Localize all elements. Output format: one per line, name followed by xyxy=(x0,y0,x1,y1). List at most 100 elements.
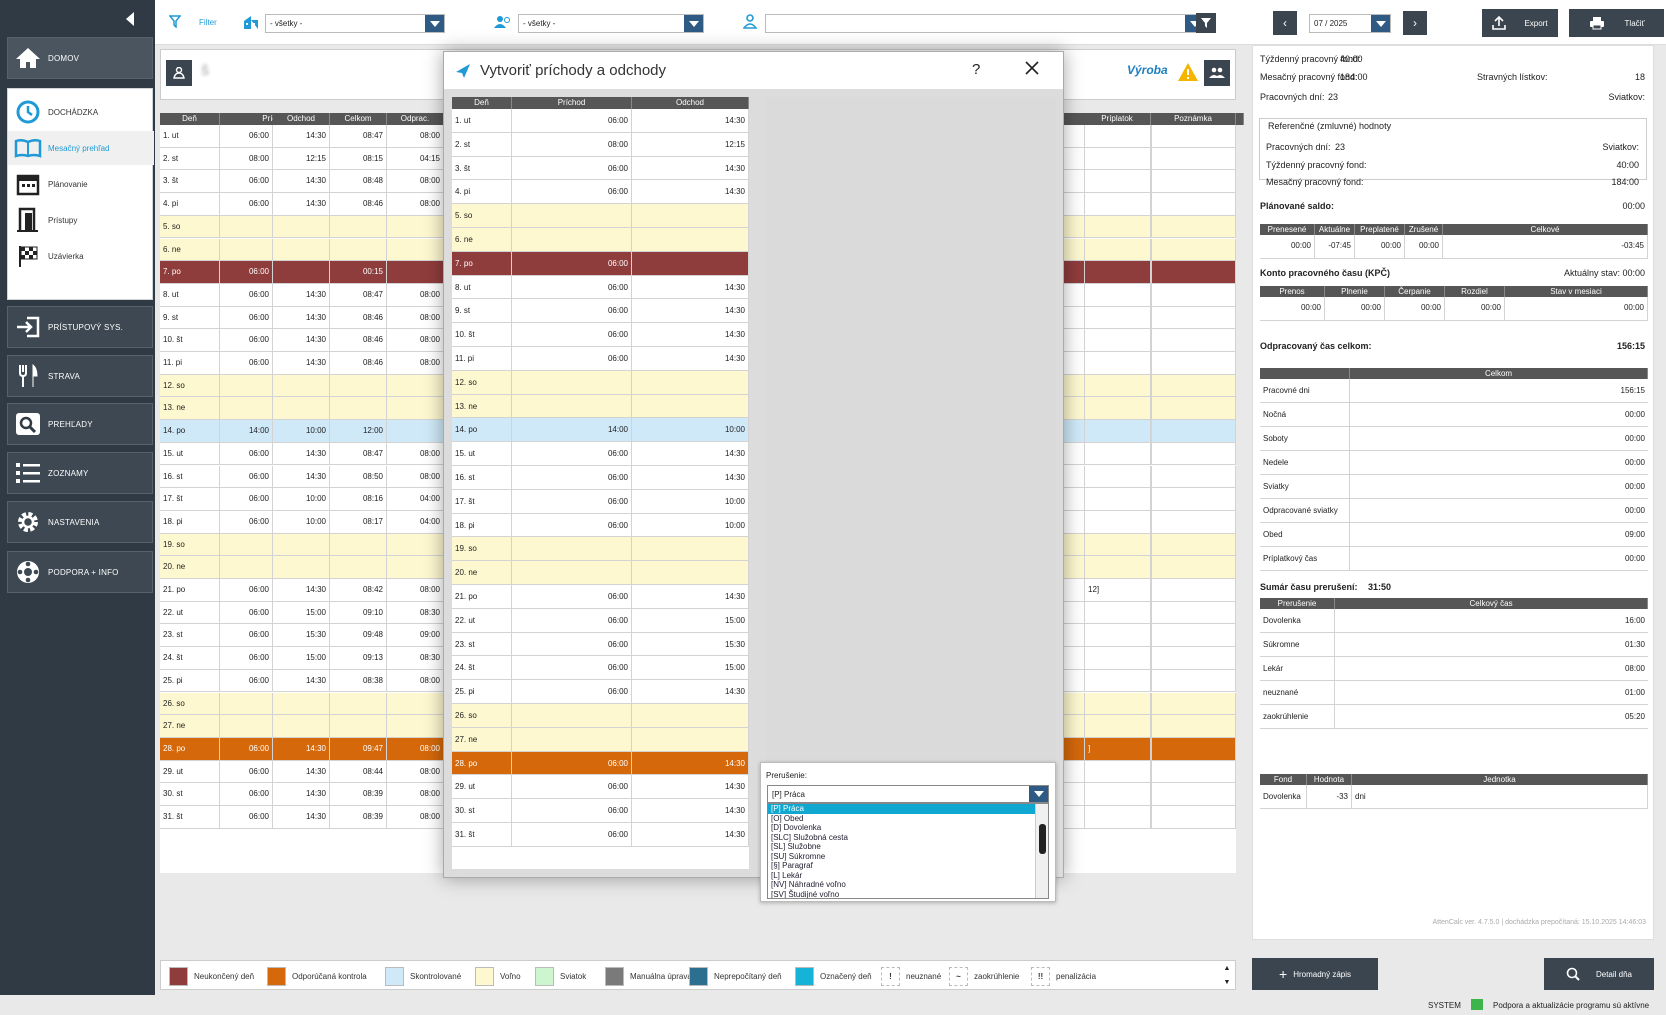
interruption-select[interactable]: [P] Práca xyxy=(767,785,1049,803)
dialog-row[interactable]: 19. so xyxy=(452,537,749,562)
nav-overviews[interactable]: PREHĽADY xyxy=(7,403,153,445)
nav-home[interactable]: DOMOV xyxy=(7,37,153,79)
table-cell xyxy=(1084,306,1151,330)
bulk-entry-button[interactable]: + Hromadný zápis xyxy=(1252,958,1378,990)
dialog-row[interactable]: 28. po 06:00 14:30 xyxy=(452,751,749,776)
dialog-row[interactable]: 24. št 06:00 15:00 xyxy=(452,656,749,681)
scrollbar-thumb[interactable] xyxy=(1039,824,1046,854)
chevron-down-icon[interactable] xyxy=(1029,786,1048,802)
dialog-row[interactable]: 11. pi 06:00 14:30 xyxy=(452,347,749,371)
dialog-row[interactable]: 25. pi 06:00 14:30 xyxy=(452,680,749,704)
table-cell: 27. ne xyxy=(160,715,220,738)
totals-label: Obed xyxy=(1260,523,1350,547)
nav-attendance[interactable]: DOCHÁDZKA xyxy=(8,95,154,129)
nav-settings[interactable]: NASTAVENIA xyxy=(7,501,153,543)
dialog-row[interactable]: 17. št 06:00 10:00 xyxy=(452,489,749,514)
filter-icon[interactable] xyxy=(168,15,182,30)
dialog-row[interactable]: 31. št 06:00 14:30 xyxy=(452,823,749,847)
search-icon xyxy=(1566,967,1580,981)
kpc-value: 00:00 xyxy=(1385,297,1445,321)
chevron-down-icon[interactable] xyxy=(425,15,444,32)
dialog-row[interactable]: 22. ut 06:00 15:00 xyxy=(452,608,749,633)
dialog-row[interactable]: 23. st 06:00 15:30 xyxy=(452,632,749,657)
dialog-row[interactable]: 12. so xyxy=(452,370,749,395)
dialog-row[interactable]: 30. st 06:00 14:30 xyxy=(452,799,749,823)
dialog-row[interactable]: 13. ne xyxy=(452,394,749,419)
scrollbar[interactable] xyxy=(1035,804,1048,898)
interruption-option[interactable]: [O] Obed xyxy=(771,813,804,823)
chevron-down-icon[interactable] xyxy=(1371,15,1390,32)
legend-scroll[interactable]: ▲ ▼ xyxy=(1219,961,1235,989)
dialog-row[interactable]: 1. ut 06:00 14:30 xyxy=(452,109,749,133)
dialog-row[interactable]: 8. ut 06:00 14:30 xyxy=(452,275,749,300)
team-button[interactable] xyxy=(1204,60,1230,86)
building-select[interactable]: - všetky - xyxy=(265,14,445,33)
table-cell: 20. ne xyxy=(160,556,220,579)
dialog-row[interactable]: 26. so xyxy=(452,704,749,728)
interruption-option[interactable]: [P] Práca xyxy=(768,804,1048,814)
day-detail-button[interactable]: Detail dňa xyxy=(1544,958,1654,990)
interruption-option[interactable]: [§] Paragraf xyxy=(771,861,813,870)
interruption-option[interactable]: [SV] Študijné voľno xyxy=(771,889,840,899)
interruption-option[interactable]: [NV] Náhradné voľno xyxy=(771,880,846,889)
gear-icon xyxy=(8,509,48,535)
dialog-cell: 17. št xyxy=(452,489,512,514)
dialog-row[interactable]: 14. po 14:00 10:00 xyxy=(452,418,749,443)
help-button[interactable]: ? xyxy=(972,61,981,78)
dialog-row[interactable]: 16. st 06:00 14:30 xyxy=(452,466,749,490)
export-button[interactable]: Export xyxy=(1482,9,1558,37)
interruption-option[interactable]: [SL] Služobne xyxy=(771,842,821,851)
interruption-option[interactable]: [D] Dovolenka xyxy=(771,823,822,832)
nav-monthly-overview[interactable]: Mesačný prehľad xyxy=(8,131,154,165)
nav-support[interactable]: PODPORA + INFO xyxy=(7,551,153,593)
totals-value: 00:00 xyxy=(1350,403,1648,427)
dialog-row[interactable]: 10. št 06:00 14:30 xyxy=(452,323,749,347)
dialog-row[interactable]: 9. st 06:00 14:30 xyxy=(452,299,749,324)
prev-month-button[interactable]: ‹ xyxy=(1273,11,1297,35)
fond-header: Hodnota xyxy=(1307,774,1352,785)
dialog-row[interactable]: 21. po 06:00 14:30 xyxy=(452,585,749,609)
dialog-row[interactable]: 29. ut 06:00 14:30 xyxy=(452,775,749,800)
table-cell: 30. st xyxy=(160,783,220,806)
ref-days-value: 23 xyxy=(1335,142,1346,152)
dialog-row[interactable]: 7. po 06:00 xyxy=(452,251,749,276)
employee-select[interactable] xyxy=(765,14,1205,33)
arrow-up-icon[interactable]: ▲ xyxy=(1223,964,1231,972)
dialog-row[interactable]: 4. pi 06:00 14:30 xyxy=(452,180,749,205)
collapse-arrow-icon[interactable] xyxy=(126,12,134,26)
dialog-row[interactable]: 3. št 06:00 14:30 xyxy=(452,156,749,181)
dialog-row[interactable]: 15. ut 06:00 14:30 xyxy=(452,442,749,466)
chevron-down-icon[interactable] xyxy=(684,15,703,32)
dialog-row[interactable]: 2. st 08:00 12:15 xyxy=(452,132,749,157)
close-icon[interactable] xyxy=(1024,60,1040,78)
table-cell xyxy=(330,692,387,716)
print-button[interactable]: Tlačiť xyxy=(1569,9,1664,37)
interruption-option[interactable]: [SLC] Služobná cesta xyxy=(771,832,848,842)
interruption-option[interactable]: [L] Lekár xyxy=(771,870,803,880)
dialog-row[interactable]: 5. so xyxy=(452,204,749,228)
table-cell xyxy=(1084,352,1151,375)
dialog-row[interactable]: 20. ne xyxy=(452,561,749,585)
col-day: Deň xyxy=(452,97,512,109)
table-cell: 10:00 xyxy=(273,488,330,511)
dialog-row[interactable]: 6. ne xyxy=(452,228,749,252)
nav-closing[interactable]: Uzávierka xyxy=(8,239,154,273)
nav-food[interactable]: STRAVA xyxy=(7,355,153,397)
people-select[interactable]: - všetky - xyxy=(518,14,704,33)
next-month-button[interactable]: › xyxy=(1403,11,1427,35)
nav-access[interactable]: Prístupy xyxy=(8,203,154,237)
dialog-cell: 14:30 xyxy=(632,299,749,324)
person-button[interactable] xyxy=(166,60,192,86)
filter-button[interactable] xyxy=(1196,13,1216,33)
nav-access-system[interactable]: PRÍSTUPOVÝ SYS. xyxy=(7,306,153,348)
dialog-row[interactable]: 27. ne xyxy=(452,727,749,752)
nav-planning[interactable]: Plánovanie xyxy=(8,167,154,201)
interruption-options[interactable]: [P] Práca [O] Obed [D] Dovolenka [SLC] Služ… xyxy=(767,803,1049,899)
dialog-row[interactable]: 18. pi 06:00 10:00 xyxy=(452,513,749,538)
interruption-option[interactable]: [SU] Súkromne xyxy=(771,851,826,861)
month-select[interactable]: 07 / 2025 xyxy=(1309,14,1391,33)
table-cell: 10:00 xyxy=(273,420,330,443)
nav-lists[interactable]: ZOZNAMY xyxy=(7,452,153,494)
table-cell xyxy=(1151,215,1236,239)
arrow-down-icon[interactable]: ▼ xyxy=(1223,978,1231,986)
